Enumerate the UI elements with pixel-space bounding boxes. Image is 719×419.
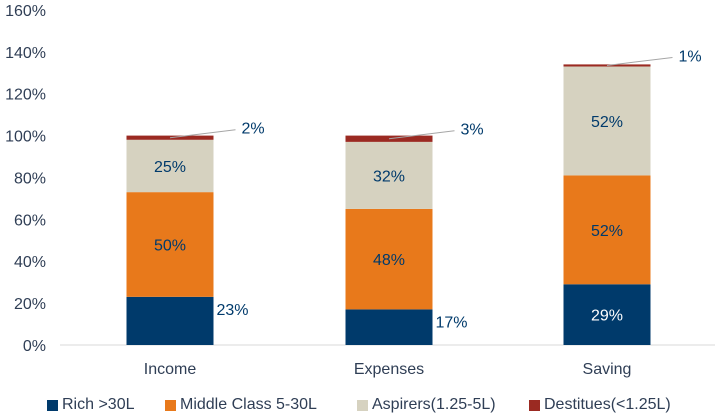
leader-line-income (169, 129, 236, 139)
data-label-rich-income: 23% (217, 302, 249, 319)
legend-item-aspirers: Aspirers(1.25-5L) (357, 394, 496, 416)
legend-label: Middle Class 5-30L (180, 396, 317, 413)
legend-item-rich: Rich >30L (47, 394, 135, 416)
x-category-label: Saving (583, 361, 632, 378)
y-tick-label: 160% (5, 3, 46, 20)
bar-middle-class-income (126, 192, 214, 297)
data-label-middle-class-income: 50% (154, 237, 186, 254)
y-tick-label: 140% (5, 45, 46, 62)
bar-aspirers-expenses (345, 141, 433, 209)
legend-item-destitues: Destitues(<1.25L) (529, 394, 671, 416)
data-label-aspirers-income: 25% (154, 159, 186, 176)
data-label-middle-class-expenses: 48% (373, 252, 405, 269)
y-tick-label: 60% (14, 212, 46, 229)
legend-label: Destitues(<1.25L) (544, 396, 671, 413)
chart-legend: Rich >30L Middle Class 5-30L Aspirers(1.25… (0, 394, 719, 416)
data-label-rich-expenses: 17% (436, 314, 468, 331)
bar-rich-income (126, 296, 214, 345)
chart-canvas: 0% 20% 40% 60% 80% 100% 120% 140% 160% 23% 50% 25% 2… (5, 3, 715, 378)
y-tick-label: 0% (23, 338, 46, 355)
y-tick-label: 40% (14, 254, 46, 271)
legend-label: Rich >30L (62, 396, 135, 413)
y-tick-label: 120% (5, 87, 46, 104)
bar-aspirers-income (126, 139, 214, 193)
data-label-aspirers-saving: 52% (591, 114, 623, 131)
bar-rich-expenses (345, 309, 433, 345)
leader-line-saving (606, 56, 673, 66)
legend-swatch (165, 399, 176, 411)
y-tick-label: 100% (5, 129, 46, 146)
bar-aspirers-saving (563, 66, 651, 176)
bar-rich-saving (563, 284, 651, 345)
data-label-destitues-income: 2% (242, 121, 265, 138)
legend-label: Aspirers(1.25-5L) (372, 396, 496, 413)
data-label-middle-class-saving: 52% (591, 223, 623, 240)
legend-swatch (47, 399, 58, 411)
data-label-aspirers-expenses: 32% (373, 168, 405, 185)
legend-item-middle-class: Middle Class 5-30L (165, 394, 317, 416)
y-tick-label: 80% (14, 170, 46, 187)
legend-swatch (529, 399, 540, 411)
data-label-destitues-saving: 1% (679, 48, 702, 65)
x-category-label: Income (144, 361, 197, 378)
y-tick-label: 20% (14, 296, 46, 313)
bar-middle-class-saving (563, 175, 651, 285)
x-category-label: Expenses (354, 361, 424, 378)
data-label-rich-saving: 29% (591, 308, 623, 325)
bar-middle-class-expenses (345, 208, 433, 310)
bar-destitues-saving (563, 64, 651, 67)
data-label-destitues-expenses: 3% (461, 122, 484, 139)
leader-line-expenses (388, 130, 455, 140)
legend-swatch (357, 399, 368, 411)
